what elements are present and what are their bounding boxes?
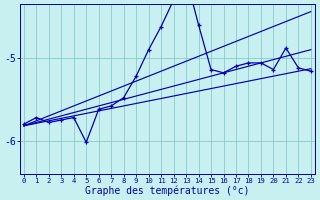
X-axis label: Graphe des températures (°c): Graphe des températures (°c) xyxy=(85,185,250,196)
